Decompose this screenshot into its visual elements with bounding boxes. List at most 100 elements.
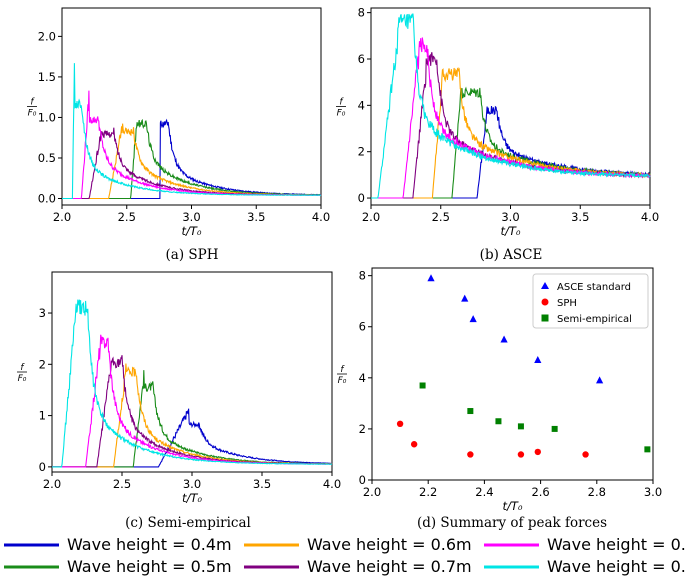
y-tick-label: 2 bbox=[39, 357, 46, 371]
x-tick-label: 3.0 bbox=[644, 485, 662, 499]
series-line-0.6m bbox=[371, 67, 651, 199]
panel-a-sph: 2.0 2.5 3.0 3.5 4.0 0.0 0.5 1.0 1.5 2.0 t/T₀ fF₀ bbox=[27, 7, 330, 238]
asce-point bbox=[596, 376, 604, 384]
sph-point bbox=[410, 441, 418, 448]
x-tick-label: 4.0 bbox=[641, 210, 659, 224]
asce-point bbox=[469, 315, 477, 323]
x-tick-label: 3.5 bbox=[571, 210, 589, 224]
x-tick-label: 2.0 bbox=[53, 210, 71, 224]
series-line-0.9m bbox=[371, 13, 651, 199]
y-tick-label: 0.5 bbox=[38, 151, 56, 165]
series-line-0.9m bbox=[52, 299, 333, 468]
y-tick-label: 3 bbox=[39, 306, 46, 320]
semi-empirical-point bbox=[467, 408, 474, 415]
y-tick-label: 2.0 bbox=[38, 29, 56, 43]
x-axis-label: t/T₀ bbox=[182, 491, 202, 505]
x-tick-label: 3.0 bbox=[182, 210, 200, 224]
legend-circle-icon bbox=[541, 298, 549, 306]
asce-point bbox=[534, 355, 542, 363]
asce-point bbox=[500, 335, 508, 343]
caption-d: (d) Summary of peak forces bbox=[417, 515, 607, 531]
y-axis-label: f bbox=[339, 98, 344, 108]
semi-empirical-point bbox=[517, 423, 524, 430]
x-tick-label: 3.0 bbox=[501, 210, 519, 224]
legend-entry-label: Wave height = 0.8m bbox=[547, 535, 685, 554]
legend-square-icon bbox=[541, 314, 549, 322]
sph-point bbox=[534, 448, 541, 456]
caption-b: (b) ASCE bbox=[480, 247, 543, 263]
y-tick-label: 0.0 bbox=[38, 192, 56, 206]
y-tick-label: 2 bbox=[359, 422, 366, 436]
series-line-0.9m bbox=[62, 63, 322, 200]
y-tick-label: 6 bbox=[359, 320, 366, 334]
legend-label: ASCE standard bbox=[557, 282, 631, 293]
x-axis-label: t/T₀ bbox=[181, 224, 201, 238]
legend-triangle-icon bbox=[541, 282, 549, 289]
semi-empirical-point bbox=[419, 382, 426, 389]
plot-frame bbox=[51, 271, 333, 473]
sph-point bbox=[467, 451, 474, 458]
y-axis-label-denominator: F₀ bbox=[337, 109, 346, 119]
y-tick-label: 0 bbox=[358, 191, 365, 205]
x-tick-label: 2.8 bbox=[588, 485, 606, 499]
semi-empirical-point bbox=[644, 446, 651, 453]
sph-point bbox=[517, 451, 525, 458]
x-tick-label: 2.5 bbox=[118, 210, 136, 224]
y-axis-label-denominator: F₀ bbox=[338, 376, 347, 386]
x-axis-label: t/T₀ bbox=[500, 224, 520, 238]
x-tick-label: 2.0 bbox=[363, 485, 381, 499]
y-axis-label-denominator: F₀ bbox=[28, 109, 37, 119]
y-tick-label: 4 bbox=[358, 98, 365, 112]
y-tick-label: 1.0 bbox=[38, 110, 56, 124]
x-tick-label: 2.4 bbox=[475, 485, 493, 499]
y-tick-label: 4 bbox=[359, 371, 366, 385]
x-tick-label: 2.0 bbox=[362, 210, 380, 224]
x-axis-label: t/T₀ bbox=[502, 499, 522, 513]
legend-entry-label: Wave height = 0.7m bbox=[307, 557, 472, 576]
legend-entry-label: Wave height = 0.9m bbox=[547, 557, 685, 576]
y-axis-label: f bbox=[20, 363, 25, 373]
x-tick-label: 4.0 bbox=[323, 477, 341, 491]
legend-label: SPH bbox=[557, 298, 577, 309]
y-tick-label: 1 bbox=[39, 409, 46, 423]
x-tick-label: 2.2 bbox=[419, 485, 437, 499]
y-tick-label: 2 bbox=[358, 145, 365, 159]
y-tick-label: 0 bbox=[359, 473, 366, 487]
legend-entry-label: Wave height = 0.4m bbox=[67, 535, 232, 554]
x-tick-label: 2.6 bbox=[531, 485, 549, 499]
y-tick-label: 6 bbox=[358, 52, 365, 66]
panel-c-semi-empirical: 2.0 2.5 3.0 3.5 4.0 0 1 2 3 t/T₀ fF₀ bbox=[17, 271, 341, 505]
y-tick-label: 0 bbox=[39, 460, 46, 474]
panel-b-asce: 2.0 2.5 3.0 3.5 4.0 0 2 4 6 8 t/T₀ fF₀ bbox=[336, 6, 659, 238]
x-tick-label: 2.5 bbox=[432, 210, 450, 224]
x-tick-label: 3.0 bbox=[183, 477, 201, 491]
legend-box bbox=[532, 273, 649, 329]
y-tick-label: 1.5 bbox=[38, 70, 56, 84]
semi-empirical-point bbox=[551, 425, 558, 432]
semi-empirical-point bbox=[495, 418, 502, 425]
y-tick-label: 8 bbox=[359, 269, 366, 283]
legend-entry-label: Wave height = 0.6m bbox=[307, 535, 472, 554]
plot-frame bbox=[61, 7, 322, 206]
x-tick-label: 2.5 bbox=[113, 477, 131, 491]
legend-entry-label: Wave height = 0.5m bbox=[67, 557, 232, 576]
x-tick-label: 4.0 bbox=[312, 210, 330, 224]
x-tick-label: 3.5 bbox=[247, 210, 265, 224]
sph-point bbox=[396, 420, 404, 428]
y-axis-label: f bbox=[30, 98, 35, 108]
y-axis-label-denominator: F₀ bbox=[18, 374, 27, 384]
x-tick-label: 3.5 bbox=[253, 477, 271, 491]
asce-point bbox=[461, 294, 469, 302]
figure-legend: Wave height = 0.4m Wave height = 0.6m Wave… bbox=[4, 535, 685, 576]
caption-c: (c) Semi-empirical bbox=[125, 515, 251, 531]
y-tick-label: 8 bbox=[358, 6, 365, 20]
x-tick-label: 2.0 bbox=[43, 477, 61, 491]
sph-point bbox=[582, 451, 589, 458]
panel-d-summary: 2.0 2.2 2.4 2.6 2.8 3.0 0 2 4 6 8 t/T₀ fF₀ ASCE stand… bbox=[337, 267, 662, 513]
y-axis-label: f bbox=[340, 365, 345, 375]
scatter-legend: ASCE standard SPH Semi-empirical bbox=[532, 273, 649, 329]
caption-a: (a) SPH bbox=[166, 247, 219, 263]
asce-point bbox=[427, 274, 435, 282]
legend-label: Semi-empirical bbox=[557, 314, 632, 325]
